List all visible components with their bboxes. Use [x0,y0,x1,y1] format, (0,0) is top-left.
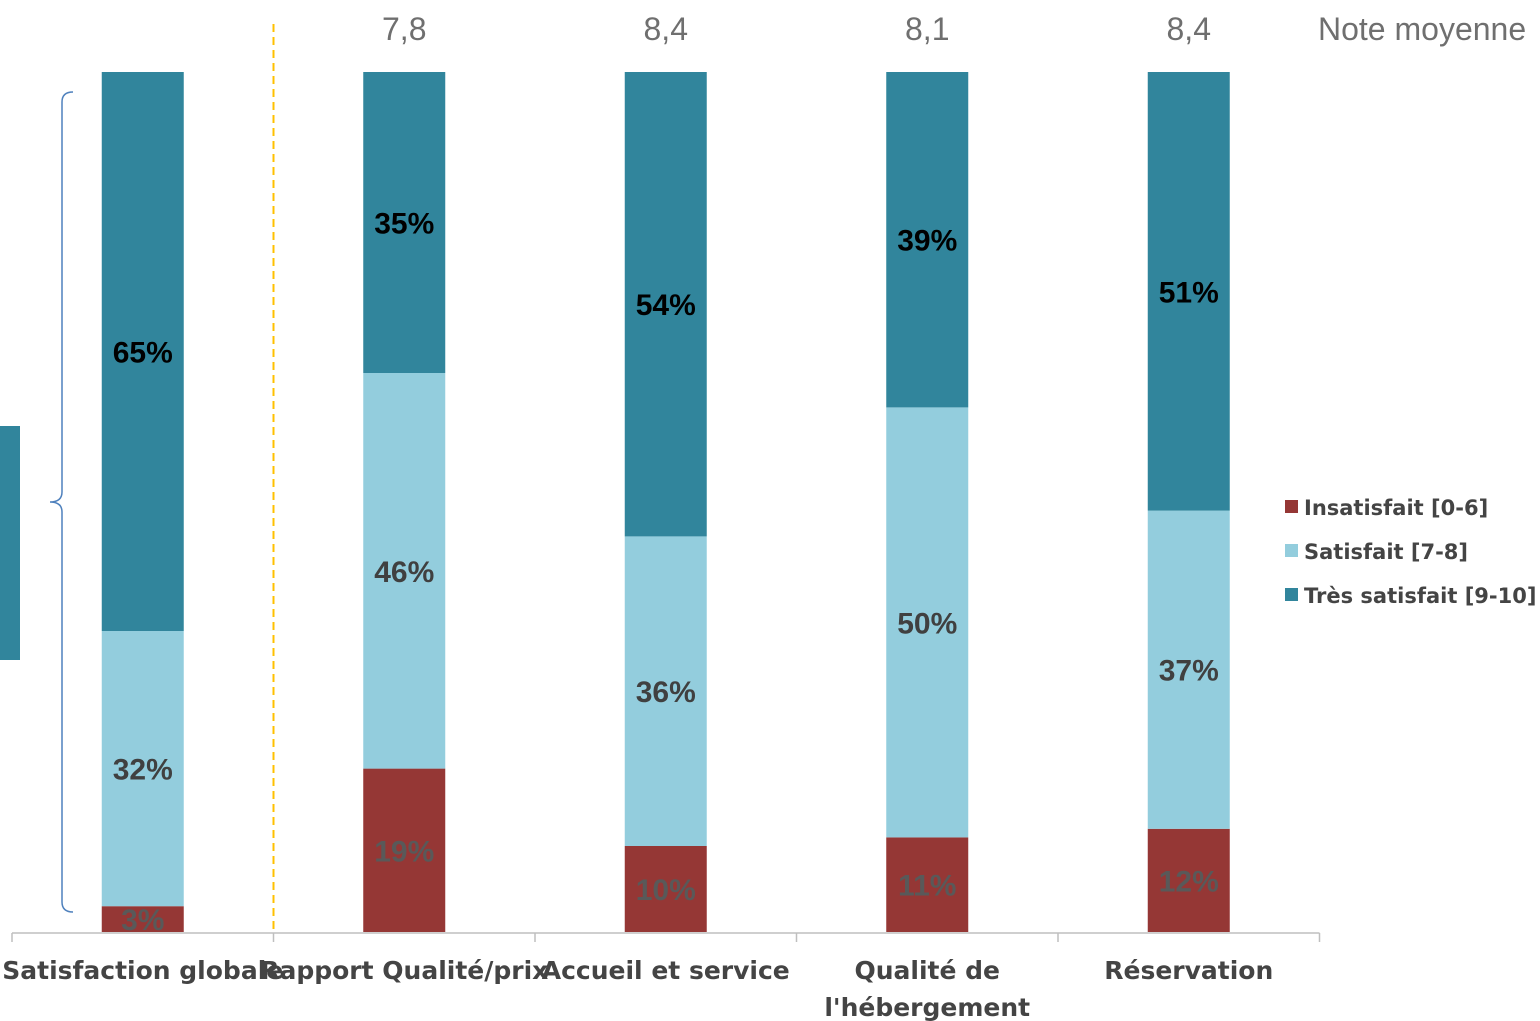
data-label: 19% [374,835,434,868]
data-label: 12% [1159,865,1219,898]
data-label: 46% [374,556,434,589]
mean-score: 8,4 [1167,11,1211,47]
data-label: 51% [1159,276,1219,309]
legend-label: Très satisfait [9-10] [1304,584,1536,608]
category-label: l'hébergement [824,993,1030,1021]
bar-segment [101,631,184,907]
mean-score: 8,4 [644,11,688,47]
mean-score-title: Note moyenne [1318,11,1526,47]
data-label: 3% [121,904,164,937]
legend-swatch [1285,500,1298,513]
bar-segment [624,536,707,846]
category-label: Rapport Qualité/prix [260,956,548,985]
bar-segment [363,768,446,932]
bar-segment [886,72,969,408]
bar-segment [886,837,969,932]
bar-segment [886,407,969,838]
category-label: Qualité de [854,956,1000,985]
category-label: Accueil et service [542,956,790,985]
category-label: Satisfaction globale [2,956,283,985]
legend-swatch [1285,588,1298,601]
bar-segment [101,72,184,631]
legend-label: Insatisfait [0-6] [1304,496,1488,520]
data-label: 65% [113,337,173,370]
bar-segment [363,373,446,769]
legend-swatch [1285,544,1298,557]
data-label: 11% [898,870,956,903]
bar-segment [624,72,707,537]
data-label: 32% [113,754,173,787]
bar-segment [101,906,184,932]
legend-label: Satisfait [7-8] [1304,540,1468,564]
mean-score: 8,1 [905,11,949,47]
bar-segment [1147,828,1230,932]
side-box [0,426,20,660]
category-label: Réservation [1104,956,1273,985]
data-label: 10% [636,874,696,907]
data-label: 54% [636,289,696,322]
data-label: 36% [636,676,696,709]
bar-segment [1147,510,1230,829]
mean-score: 7,8 [382,11,426,47]
data-label: 50% [897,607,957,640]
bar-segment [624,846,707,932]
data-label: 35% [374,208,434,241]
data-label: 37% [1159,655,1219,688]
bar-segment [363,72,446,373]
total-brace [49,91,74,913]
bar-segment [1147,72,1230,511]
data-label: 39% [897,225,957,258]
